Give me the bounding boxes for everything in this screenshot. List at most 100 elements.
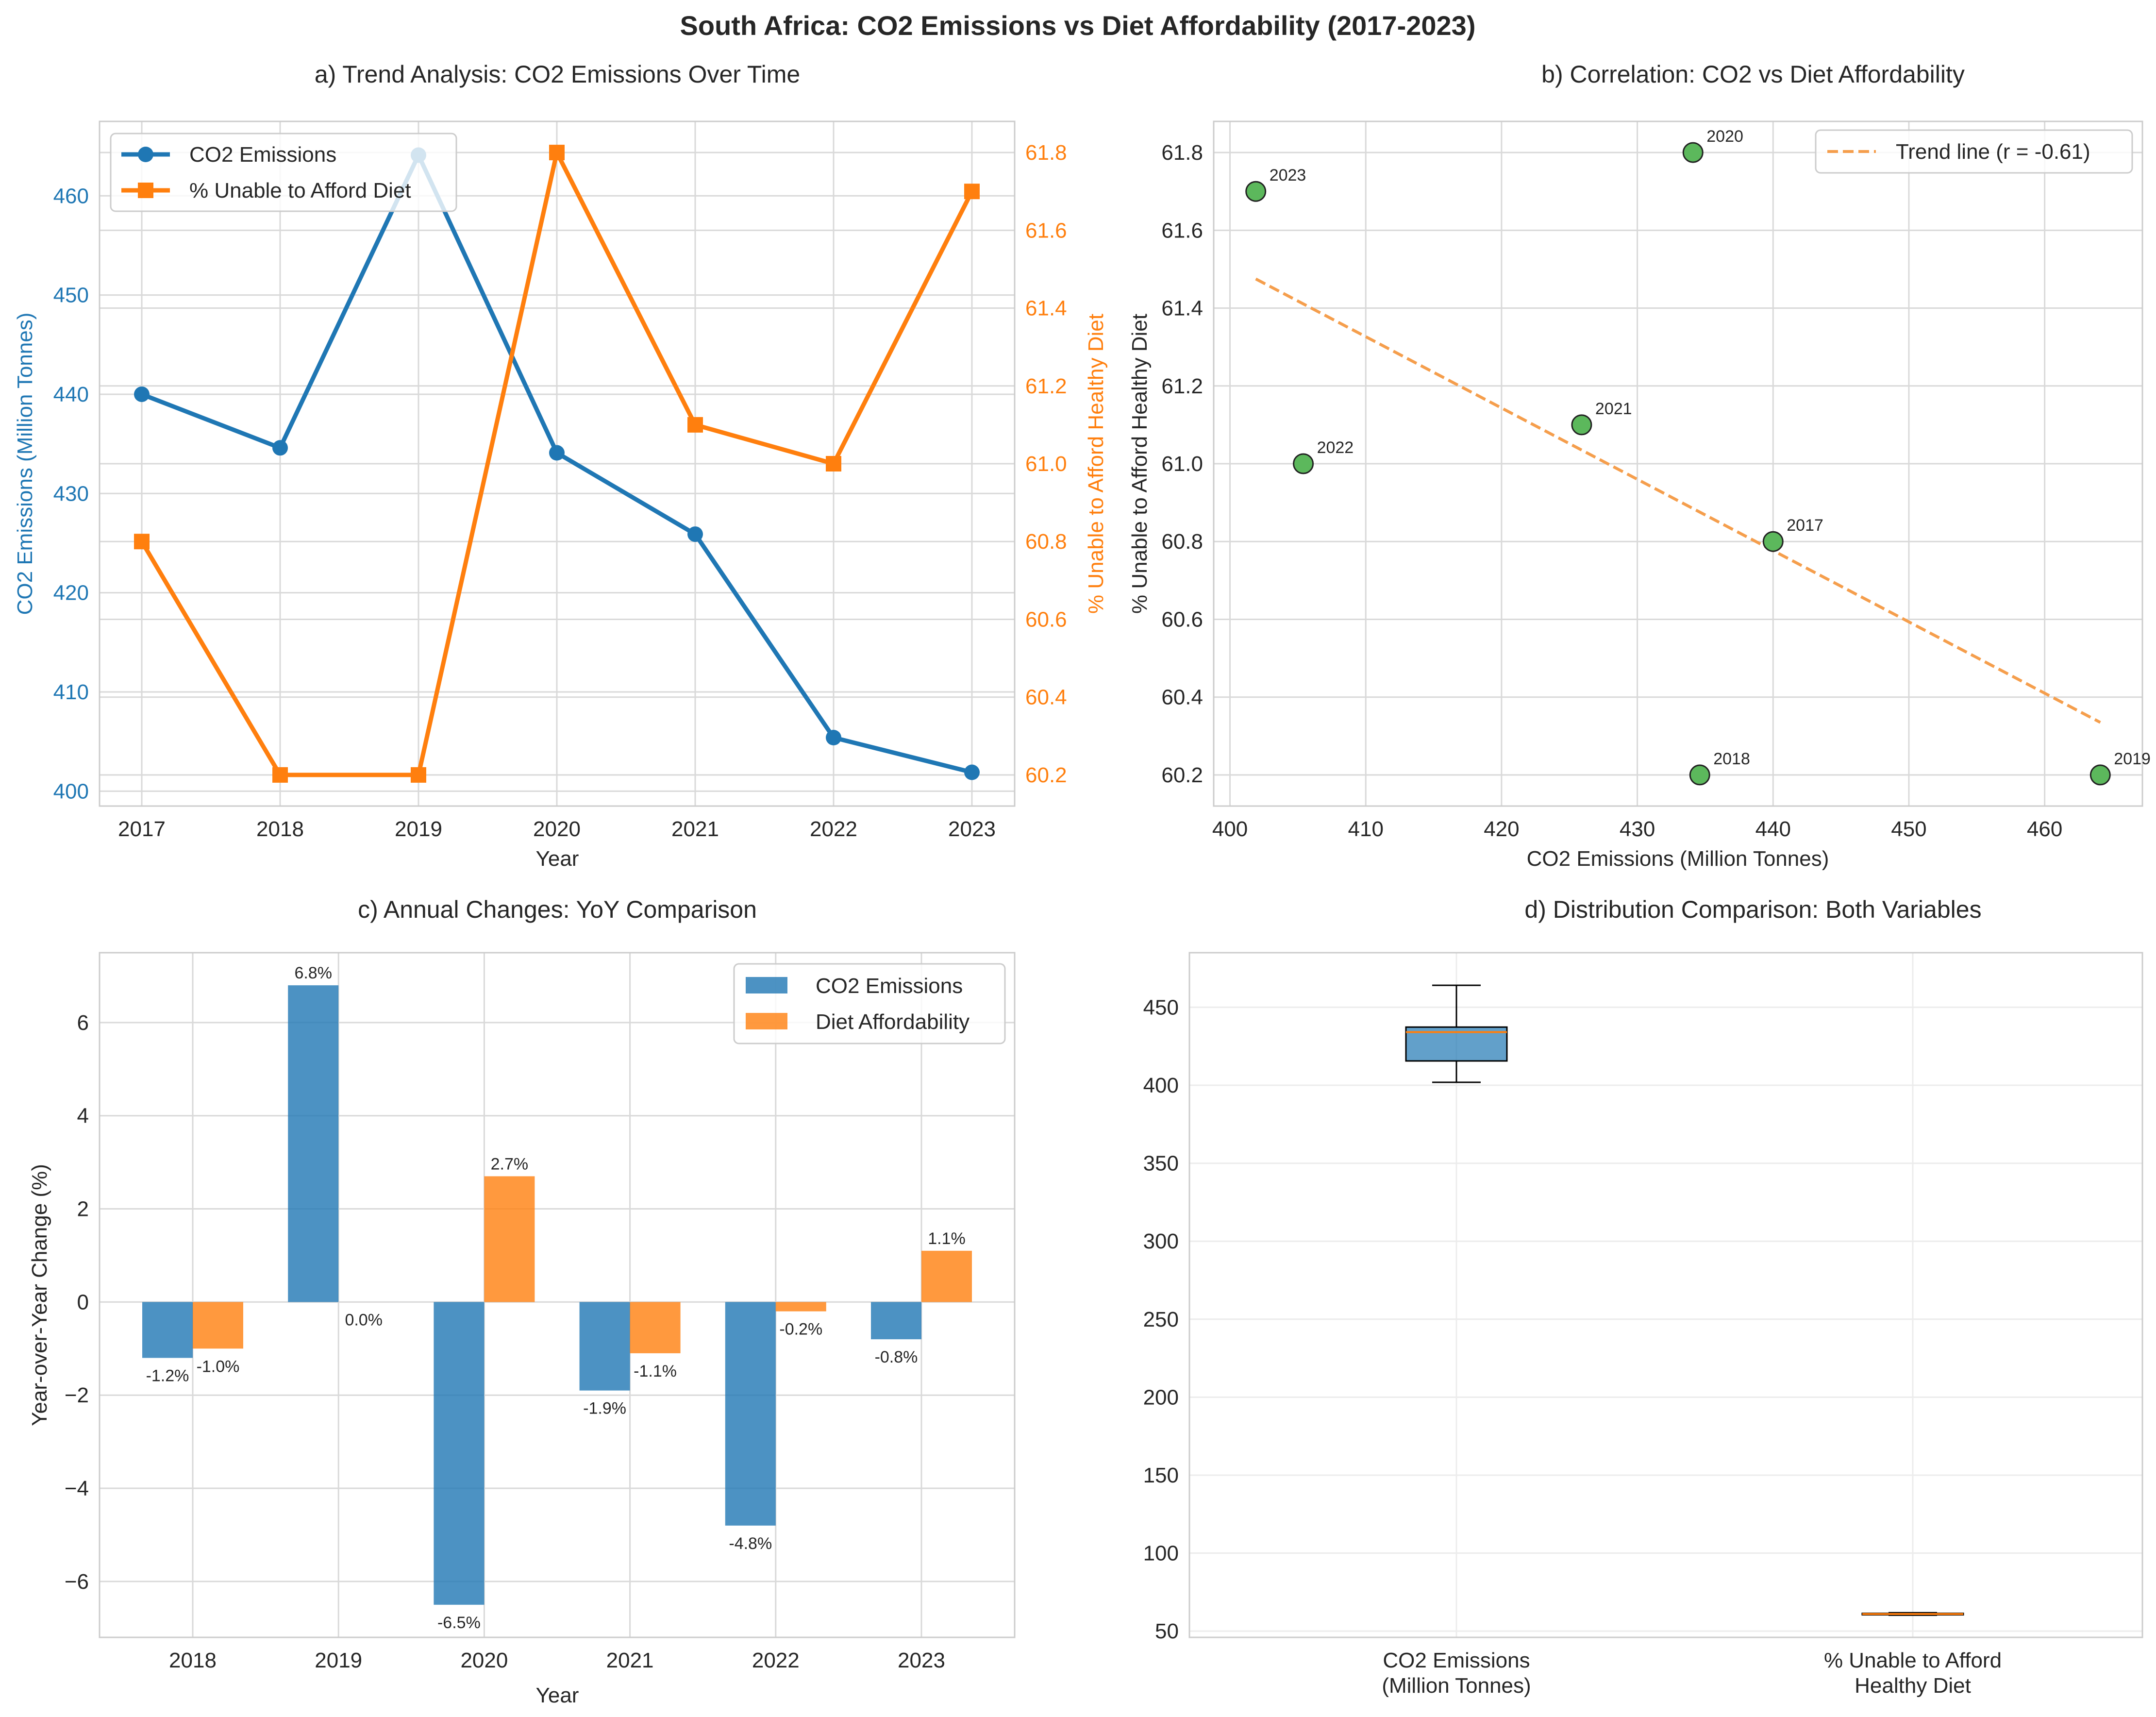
panel-a-y-tick-label-right: 61.4 <box>1025 297 1067 320</box>
panel-a-y-tick-label-right: 61.6 <box>1025 219 1067 242</box>
panel-b-plot-frame <box>1213 120 2143 807</box>
panel-d-box-chart: d) Distribution Comparison: Both Variabl… <box>1143 896 2143 1698</box>
panel-c-bar-value-label: 2.7% <box>491 1155 529 1173</box>
panel-a-y-tick-label-right: 60.4 <box>1025 686 1067 709</box>
panel-a-x-tick-label: 2022 <box>810 817 857 841</box>
panel-a-x-tick-label: 2021 <box>671 817 719 841</box>
panel-c-legend-label-co2: CO2 Emissions <box>816 974 963 998</box>
panel-b-point-label: 2018 <box>1713 750 1750 768</box>
panel-a-legend-box <box>110 133 457 212</box>
panel-c-y-axis-label: Year-over-Year Change (%) <box>28 1164 51 1426</box>
panel-c-bar-value-label: -1.9% <box>583 1399 626 1418</box>
panel-a-y-tick-label-right: 60.8 <box>1025 530 1067 554</box>
panel-a-point-co2 <box>826 730 841 745</box>
panel-a-legend-marker-co2 <box>138 147 153 162</box>
panel-d-box-diet <box>1861 1612 1964 1616</box>
panel-b-point <box>1762 531 1784 552</box>
panel-a-legend-label-diet: % Unable to Afford Diet <box>189 179 411 202</box>
panel-d-y-tick-label: 250 <box>1143 1308 1179 1331</box>
panel-c-y-tick-label: −6 <box>65 1570 89 1594</box>
panel-b-y-tick-label: 60.4 <box>1161 686 1203 709</box>
panel-a-legend-label-co2: CO2 Emissions <box>189 143 336 167</box>
panel-a-y-tick-label-left: 440 <box>53 383 89 406</box>
panel-c-legend-swatch-diet <box>746 1013 787 1029</box>
panel-b-legend-label-trend: Trend line (r = -0.61) <box>1896 140 2090 164</box>
panel-a-x-axis-label: Year <box>536 847 579 871</box>
panel-c-bar-value-label: 1.1% <box>928 1229 966 1248</box>
panel-d-y-tick-label: 300 <box>1143 1229 1179 1253</box>
panel-d-y-tick-label: 100 <box>1143 1542 1179 1566</box>
panel-c-legend: CO2 Emissions Diet Affordability <box>733 963 1006 1044</box>
panel-b-x-tick-label: 430 <box>1620 817 1655 841</box>
panel-c-bar-diet <box>630 1302 681 1353</box>
panel-d-plot-frame <box>1188 952 2143 1638</box>
panel-c-bar-co2 <box>142 1302 193 1358</box>
panel-c-bar-co2 <box>434 1302 485 1605</box>
panel-c-x-tick-label: 2022 <box>752 1649 800 1672</box>
panel-a-y-axis-label-right: % Unable to Afford Healthy Diet <box>1084 314 1108 614</box>
panel-a-y-tick-label-left: 460 <box>53 184 89 208</box>
panel-b-y-tick-label: 60.6 <box>1161 607 1203 631</box>
panel-c-legend-swatch-co2 <box>746 977 787 993</box>
panel-d-x-tick-label: CO2 Emissions <box>1383 1649 1530 1672</box>
panel-a-point-diet <box>134 534 150 550</box>
panel-a-y-tick-label-right: 60.2 <box>1025 763 1067 787</box>
panel-b-x-tick-label: 400 <box>1212 817 1248 841</box>
panel-a-point-co2 <box>687 526 703 542</box>
panel-a-x-tick-label: 2017 <box>118 817 166 841</box>
panel-a-legend: CO2 Emissions % Unable to Afford Diet <box>110 133 457 212</box>
panel-a-point-co2 <box>549 445 565 461</box>
panel-c-y-tick-label: −2 <box>65 1383 89 1407</box>
panel-b-y-axis-label: % Unable to Afford Healthy Diet <box>1128 314 1152 614</box>
panel-b-legend-box <box>1815 129 2133 174</box>
panel-a-y-tick-label-right: 61.2 <box>1025 374 1067 398</box>
panel-a-y-tick-label-left: 430 <box>53 482 89 505</box>
panel-d-y-tick-label: 400 <box>1143 1074 1179 1097</box>
panel-a-title: a) Trend Analysis: CO2 Emissions Over Ti… <box>315 61 800 88</box>
panel-b-title: b) Correlation: CO2 vs Diet Affordabilit… <box>1541 61 1965 88</box>
panel-a-legend-marker-diet <box>138 183 153 198</box>
panel-b-x-tick-label: 460 <box>2027 817 2062 841</box>
panel-c-x-tick-label: 2019 <box>315 1649 362 1672</box>
panel-a-plot-frame <box>99 120 1016 807</box>
panel-a-point-diet <box>411 767 426 783</box>
panel-c-bar-value-label: -0.2% <box>779 1320 822 1339</box>
panel-b-point-label: 2021 <box>1595 400 1632 418</box>
panel-c-plot-frame <box>99 952 1016 1638</box>
panel-b-x-tick-label: 450 <box>1891 817 1926 841</box>
panel-c-x-axis-label: Year <box>536 1683 579 1707</box>
panel-c-bar-value-label: -1.1% <box>634 1362 677 1380</box>
panel-c-bar-co2 <box>288 985 339 1302</box>
panel-c-bar-value-label: 0.0% <box>345 1311 383 1329</box>
panel-a-x-tick-label: 2023 <box>948 817 996 841</box>
panel-b-y-tick-label: 61.6 <box>1161 219 1203 242</box>
panel-a-point-diet <box>964 184 980 200</box>
panel-d-y-tick-label: 150 <box>1143 1464 1179 1487</box>
panel-b-x-tick-label: 420 <box>1484 817 1519 841</box>
panel-d-y-tick-label: 200 <box>1143 1385 1179 1409</box>
panel-d-y-tick-label: 450 <box>1143 995 1179 1019</box>
panel-d-x-tick-label: Healthy Diet <box>1855 1674 1971 1698</box>
panel-a-point-diet <box>687 417 703 433</box>
panel-a-point-diet <box>826 456 841 471</box>
panel-b-point-label: 2023 <box>1270 166 1306 185</box>
panel-b-point-label: 2017 <box>1787 516 1823 535</box>
panel-c-bar-diet <box>775 1302 826 1312</box>
panel-b-scatter-chart: b) Correlation: CO2 vs Diet Affordabilit… <box>1128 61 2151 871</box>
panel-d-x-tick-label: (Million Tonnes) <box>1382 1674 1531 1698</box>
panel-b-y-tick-label: 61.0 <box>1161 452 1203 476</box>
panel-a-point-co2 <box>272 440 288 456</box>
panel-c-y-tick-label: 0 <box>77 1290 89 1314</box>
panel-a-y-tick-label-right: 61.0 <box>1025 452 1067 476</box>
panel-c-bar-value-label: 6.8% <box>294 964 332 982</box>
panel-d-y-tick-label: 350 <box>1143 1152 1179 1176</box>
panel-c-y-tick-label: −4 <box>65 1477 89 1500</box>
panel-a-point-diet <box>549 145 565 161</box>
panel-c-bar-co2 <box>725 1302 776 1526</box>
panel-b-x-tick-label: 410 <box>1348 817 1384 841</box>
panel-b-point <box>1245 181 1267 202</box>
panel-c-legend-label-diet: Diet Affordability <box>816 1010 969 1034</box>
panel-c-bar-value-label: -0.8% <box>875 1348 918 1366</box>
panel-b-y-tick-label: 61.8 <box>1161 141 1203 165</box>
